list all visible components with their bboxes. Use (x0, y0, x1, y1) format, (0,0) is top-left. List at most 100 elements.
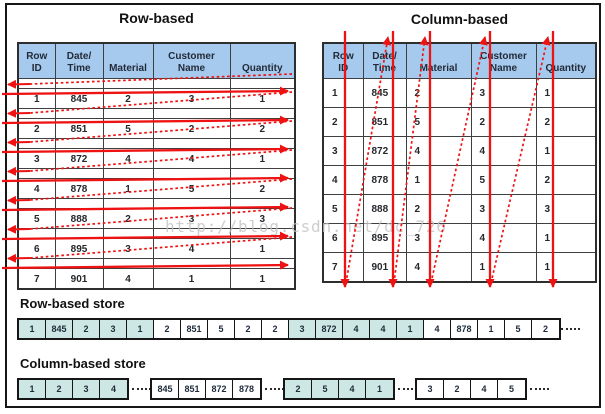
column-based-title: Column-based (410, 11, 509, 27)
spacer-cell (54, 138, 104, 149)
data-cell: 1 (535, 252, 597, 283)
spacer-cell (54, 258, 104, 269)
spacer-cell (17, 228, 56, 239)
data-cell: 3 (470, 194, 537, 224)
data-cell: 3 (405, 223, 472, 253)
spacer-cell (54, 228, 104, 239)
ellipsis-dots (398, 388, 417, 390)
data-cell: 1 (102, 178, 154, 199)
data-cell: 6 (17, 238, 56, 259)
store-cell: 1 (397, 320, 424, 338)
store-cell: 851 (179, 380, 206, 398)
data-cell: 3 (535, 194, 597, 224)
data-cell: 851 (362, 107, 407, 137)
store-cell: 845 (152, 380, 179, 398)
row-store-strip: 1 845 2 3 1 2 851 5 2 2 3 872 4 4 1 4 878 1 5 2 (17, 318, 561, 340)
store-cell: 878 (451, 320, 478, 338)
spacer-cell (229, 198, 296, 209)
data-cell: 2 (229, 178, 296, 199)
spacer-cell (102, 138, 154, 149)
spacer-cell (17, 78, 56, 89)
data-cell: 4 (152, 238, 231, 259)
data-cell: 1 (535, 78, 597, 108)
spacer-cell (102, 108, 154, 119)
row-based-table: Row ID Date/ Time Material Customer Name Qua… (17, 42, 296, 290)
store-cell: 1 (478, 320, 505, 338)
data-cell: 3 (322, 136, 364, 166)
data-cell: 872 (54, 148, 104, 169)
data-cell: 5 (405, 107, 472, 137)
spacer-cell (152, 198, 231, 209)
data-cell: 4 (102, 148, 154, 169)
data-cell: 2 (535, 107, 597, 137)
data-cell: 4 (405, 252, 472, 283)
data-cell: 2 (535, 165, 597, 195)
spacer-cell (152, 108, 231, 119)
data-cell: 1 (152, 268, 231, 290)
data-cell: 5 (322, 194, 364, 224)
store-cell: 3 (73, 380, 100, 398)
data-cell: 895 (362, 223, 407, 253)
spacer-cell (54, 198, 104, 209)
store-cell: 2 (154, 320, 181, 338)
store-cell: 4 (424, 320, 451, 338)
store-cell: 1 (366, 380, 393, 398)
data-cell: 5 (152, 178, 231, 199)
store-cell: 2 (73, 320, 100, 338)
data-cell: 1 (229, 148, 296, 169)
spacer-cell (152, 168, 231, 179)
store-cell: 2 (285, 380, 312, 398)
store-cell: 4 (100, 380, 127, 398)
ellipsis-dots (561, 328, 580, 330)
column-header-cell: Row ID (322, 42, 364, 79)
spacer-cell (152, 258, 231, 269)
data-cell: 1 (470, 252, 537, 283)
column-header-cell: Material (102, 42, 154, 79)
data-cell: 4 (470, 223, 537, 253)
column-store-strip-datetime: 845 851 872 878 (150, 378, 262, 400)
data-cell: 2 (405, 78, 472, 108)
row-based-title: Row-based (119, 10, 194, 26)
data-cell: 3 (17, 148, 56, 169)
store-cell: 845 (46, 320, 73, 338)
data-cell: 1 (535, 223, 597, 253)
data-cell: 3 (152, 88, 231, 109)
data-cell: 895 (54, 238, 104, 259)
store-cell: 2 (444, 380, 471, 398)
column-header-cell: Date/ Time (362, 42, 407, 79)
data-cell: 872 (362, 136, 407, 166)
data-cell: 845 (54, 88, 104, 109)
data-cell: 878 (362, 165, 407, 195)
spacer-cell (17, 108, 56, 119)
column-header-cell: Material (405, 42, 472, 79)
store-cell: 5 (208, 320, 235, 338)
ellipsis-dots (530, 388, 549, 390)
data-cell: 2 (17, 118, 56, 139)
data-cell: 4 (152, 148, 231, 169)
data-cell: 888 (54, 208, 104, 229)
data-cell: 878 (54, 178, 104, 199)
data-cell: 4 (102, 268, 154, 290)
spacer-cell (152, 78, 231, 89)
data-cell: 1 (229, 238, 296, 259)
store-cell: 5 (505, 320, 532, 338)
data-cell: 6 (322, 223, 364, 253)
store-cell: 1 (19, 320, 46, 338)
spacer-cell (229, 78, 296, 89)
data-cell: 4 (405, 136, 472, 166)
data-cell: 3 (229, 208, 296, 229)
column-header-cell: Quantity (535, 42, 597, 79)
spacer-cell (54, 168, 104, 179)
spacer-cell (54, 78, 104, 89)
column-header-cell: Quantity (229, 42, 296, 79)
store-cell: 2 (46, 380, 73, 398)
data-cell: 1 (229, 268, 296, 290)
store-cell: 4 (471, 380, 498, 398)
store-cell: 2 (262, 320, 289, 338)
data-cell: 1 (322, 78, 364, 108)
store-cell: 5 (498, 380, 525, 398)
data-cell: 3 (152, 208, 231, 229)
